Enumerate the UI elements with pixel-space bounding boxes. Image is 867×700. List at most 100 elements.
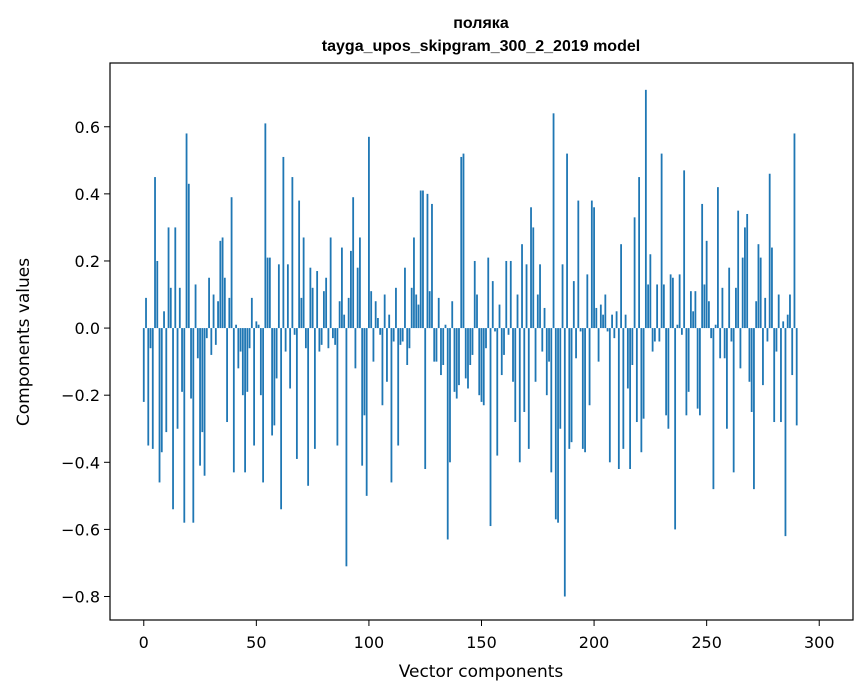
bar-164 xyxy=(512,328,514,382)
bar-199 xyxy=(590,200,593,329)
bar-140 xyxy=(458,328,460,386)
bar-114 xyxy=(399,328,402,345)
bar-170 xyxy=(525,264,528,329)
bar-24 xyxy=(196,328,199,359)
bar-215 xyxy=(626,328,629,389)
bar-25 xyxy=(199,328,201,466)
bar-31 xyxy=(212,294,215,329)
bar-90 xyxy=(345,328,348,567)
bar-198 xyxy=(588,328,591,406)
bar-77 xyxy=(316,271,319,329)
bar-253 xyxy=(712,328,715,490)
bar-180 xyxy=(548,328,550,362)
bar-163 xyxy=(509,260,512,329)
bar-240 xyxy=(683,170,686,329)
bar-257 xyxy=(721,287,724,329)
bar-162 xyxy=(507,328,510,335)
bar-248 xyxy=(701,203,704,329)
bar-101 xyxy=(370,291,373,329)
bar-88 xyxy=(341,247,343,329)
bar-175 xyxy=(536,294,539,329)
bar-112 xyxy=(395,287,397,329)
bar-204 xyxy=(602,314,604,329)
bar-242 xyxy=(687,328,690,392)
x-axis-label: Vector components xyxy=(399,662,564,682)
bar-144 xyxy=(467,328,469,389)
bar-241 xyxy=(685,328,688,416)
bar-18 xyxy=(183,328,186,523)
bar-95 xyxy=(356,267,359,329)
bar-266 xyxy=(741,257,744,329)
bar-12 xyxy=(169,287,172,329)
bar-203 xyxy=(599,304,602,329)
bar-183 xyxy=(554,328,557,520)
bar-23 xyxy=(194,284,197,329)
bar-84 xyxy=(332,328,334,339)
bar-226 xyxy=(651,328,654,352)
bar-50 xyxy=(255,321,258,329)
bar-80 xyxy=(322,291,325,329)
bar-123 xyxy=(419,190,422,329)
bar-184 xyxy=(557,328,559,523)
y-axis-ticks: 0.6 0.4 0.2 0.0 −0.2 −0.4 −0.6 −0.8 xyxy=(61,118,110,607)
bar-207 xyxy=(608,328,611,463)
bar-255 xyxy=(717,187,719,329)
bar-155 xyxy=(491,281,494,329)
bar-137 xyxy=(451,301,454,329)
bar-168 xyxy=(521,244,523,329)
bar-287 xyxy=(789,294,791,329)
bar-109 xyxy=(388,314,391,329)
bar-238 xyxy=(678,274,681,329)
bar-243 xyxy=(689,291,692,329)
bar-252 xyxy=(710,328,713,339)
bar-72 xyxy=(304,328,307,349)
bar-167 xyxy=(518,328,521,463)
bar-29 xyxy=(208,277,210,329)
x-tick-label: 200 xyxy=(579,633,610,652)
bar-27 xyxy=(203,328,206,476)
bar-173 xyxy=(532,227,535,329)
bar-179 xyxy=(545,328,548,396)
bar-230 xyxy=(660,153,663,329)
bar-68 xyxy=(295,328,298,459)
bar-67 xyxy=(293,328,296,335)
bar-2 xyxy=(147,328,150,446)
bar-11 xyxy=(167,227,170,329)
bar-32 xyxy=(214,328,217,345)
bar-165 xyxy=(514,328,517,423)
x-tick-label: 100 xyxy=(354,633,385,652)
chart-subtitle: tayga_upos_skipgram_300_2_2019 model xyxy=(322,38,640,55)
plot-frame xyxy=(109,62,854,621)
bar-185 xyxy=(559,328,562,429)
y-tick-label: 0.2 xyxy=(75,252,100,271)
bar-64 xyxy=(286,264,289,329)
bar-96 xyxy=(359,237,361,329)
bar-58 xyxy=(273,328,276,426)
y-tick-label: 0.0 xyxy=(75,319,100,338)
bar-69 xyxy=(298,200,301,329)
bar-161 xyxy=(505,260,508,329)
bar-189 xyxy=(568,328,571,449)
bar-141 xyxy=(460,156,463,329)
bar-216 xyxy=(629,328,631,470)
bar-208 xyxy=(611,314,613,329)
bar-282 xyxy=(777,294,780,329)
bar-138 xyxy=(453,328,456,392)
y-tick-label: 0.6 xyxy=(75,118,100,137)
bar-247 xyxy=(699,328,701,416)
bar-107 xyxy=(383,294,386,329)
bar-178 xyxy=(543,307,546,329)
bar-210 xyxy=(615,311,618,329)
bar-181 xyxy=(550,328,553,473)
bar-52 xyxy=(259,328,262,396)
bar-22 xyxy=(192,328,195,523)
bar-148 xyxy=(476,294,478,329)
bar-277 xyxy=(766,328,769,342)
bar-89 xyxy=(343,314,346,329)
bar-278 xyxy=(768,173,771,329)
bar-61 xyxy=(280,328,283,510)
bar-223 xyxy=(644,89,647,329)
bar-152 xyxy=(485,328,487,349)
